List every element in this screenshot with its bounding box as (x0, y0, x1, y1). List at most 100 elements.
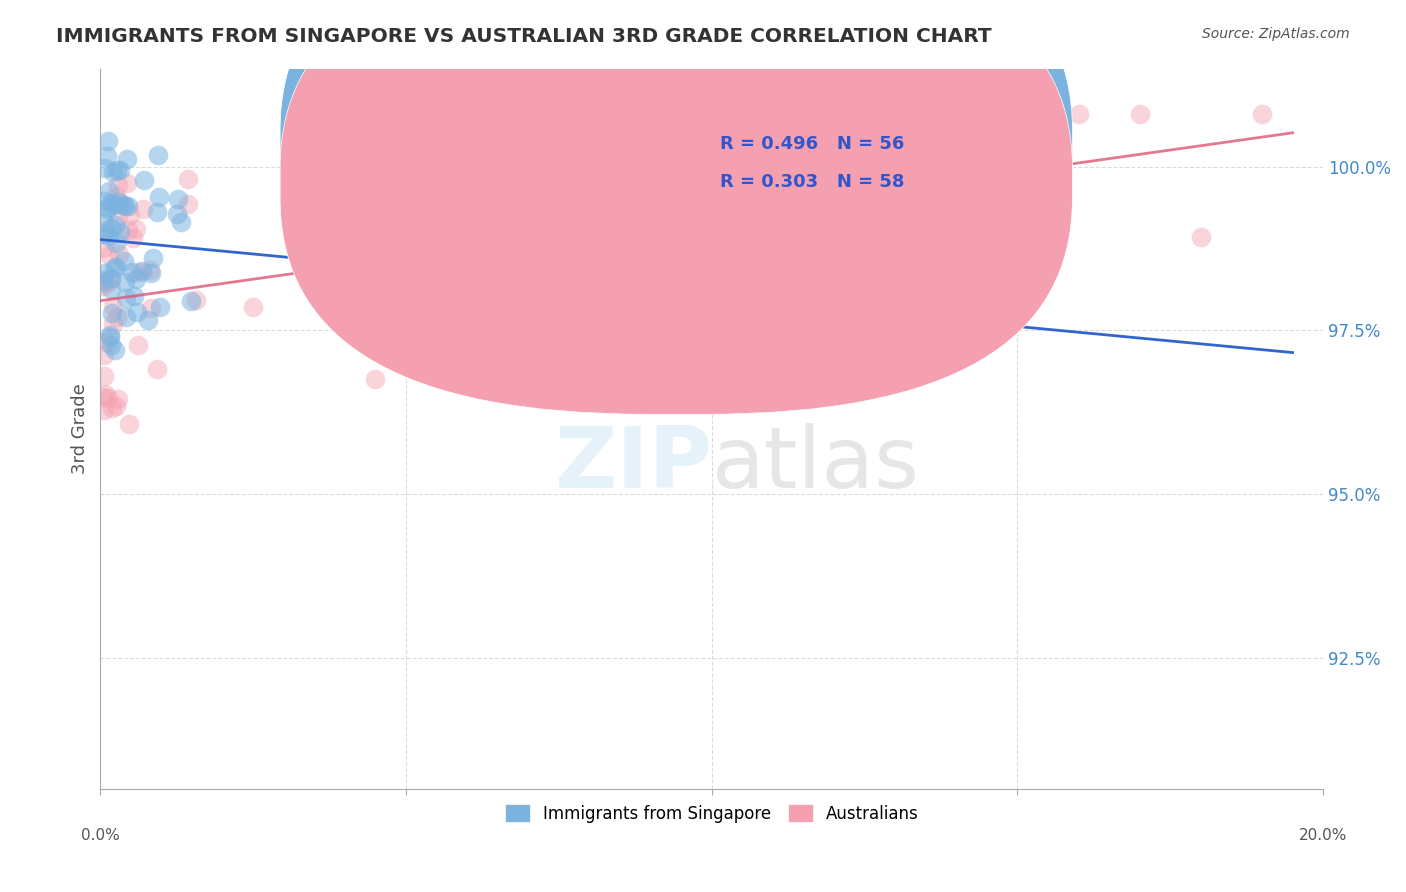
Point (139, 301, 162, 316)
Point (94, 266, 117, 280)
Point (115, 176, 138, 190)
Point (456, 352, 478, 367)
Point (93, 273, 115, 287)
Point (118, 417, 141, 432)
Point (142, 252, 165, 266)
Point (114, 310, 136, 325)
Point (114, 275, 136, 289)
Point (100, 338, 122, 352)
Point (146, 148, 169, 162)
Point (104, 219, 127, 233)
Y-axis label: 3rd Grade: 3rd Grade (72, 384, 89, 474)
Point (177, 171, 200, 186)
Point (98, 228, 121, 243)
Point (108, 247, 131, 261)
Point (98, 327, 121, 342)
Point (108, 163, 131, 178)
Point (101, 165, 124, 179)
Point (103, 197, 125, 211)
FancyBboxPatch shape (280, 0, 1073, 414)
Point (93, 390, 115, 404)
Point (166, 207, 188, 221)
Point (107, 209, 129, 223)
Text: R = 0.496   N = 56: R = 0.496 N = 56 (720, 136, 904, 153)
Point (184, 293, 207, 308)
Point (122, 289, 145, 303)
Legend: Immigrants from Singapore, Australians: Immigrants from Singapore, Australians (496, 797, 927, 831)
Point (93, 279, 115, 293)
Point (93, 369, 115, 384)
Point (823, 274, 845, 288)
Point (148, 190, 170, 204)
Point (139, 263, 162, 277)
Point (97, 200, 120, 214)
Point (103, 300, 125, 314)
Point (105, 189, 128, 203)
Point (114, 199, 136, 213)
Point (517, 347, 540, 361)
Point (121, 231, 143, 245)
Point (100, 282, 122, 296)
Point (96, 149, 118, 163)
Point (107, 178, 129, 193)
Point (1189, 229, 1212, 244)
Text: ZIP: ZIP (554, 423, 711, 506)
Point (108, 195, 131, 210)
Point (139, 266, 162, 280)
Point (97, 275, 120, 289)
Point (103, 261, 125, 276)
Point (98, 248, 121, 262)
Point (609, 145, 631, 160)
Point (131, 264, 153, 278)
Point (124, 221, 146, 235)
Text: 0.0%: 0.0% (82, 828, 120, 843)
Point (134, 172, 156, 186)
Point (132, 202, 155, 216)
Point (304, 214, 326, 228)
Point (1251, 107, 1274, 121)
Point (149, 300, 172, 314)
Point (93, 194, 115, 208)
Point (97, 134, 120, 148)
Point (107, 392, 129, 406)
Point (97, 391, 120, 405)
Point (93, 348, 115, 362)
Point (640, 162, 662, 177)
Point (100, 221, 122, 235)
Point (1007, 135, 1029, 149)
Point (100, 271, 122, 285)
Point (100, 272, 122, 286)
Point (97, 184, 120, 198)
Point (125, 271, 148, 285)
Text: R = 0.303   N = 58: R = 0.303 N = 58 (720, 173, 905, 191)
Point (120, 208, 142, 222)
Point (117, 223, 139, 237)
Point (115, 152, 138, 166)
Point (94, 223, 117, 237)
Point (364, 372, 387, 386)
Point (111, 198, 134, 212)
FancyBboxPatch shape (280, 0, 1073, 376)
Point (145, 362, 167, 376)
Point (884, 146, 907, 161)
Text: Source: ZipAtlas.com: Source: ZipAtlas.com (1202, 27, 1350, 41)
Point (105, 236, 128, 251)
Point (108, 195, 131, 210)
Point (127, 337, 149, 351)
Point (127, 305, 149, 319)
Point (105, 163, 128, 178)
Point (101, 318, 124, 332)
Point (128, 265, 150, 279)
Point (177, 196, 200, 211)
FancyBboxPatch shape (620, 115, 920, 227)
Point (115, 291, 138, 305)
Text: atlas: atlas (711, 423, 920, 506)
Point (1067, 107, 1090, 121)
Point (96, 202, 118, 216)
Point (93, 402, 115, 417)
Point (100, 306, 122, 320)
Point (146, 205, 169, 219)
Point (101, 401, 124, 415)
Point (105, 400, 128, 414)
Point (105, 310, 128, 325)
